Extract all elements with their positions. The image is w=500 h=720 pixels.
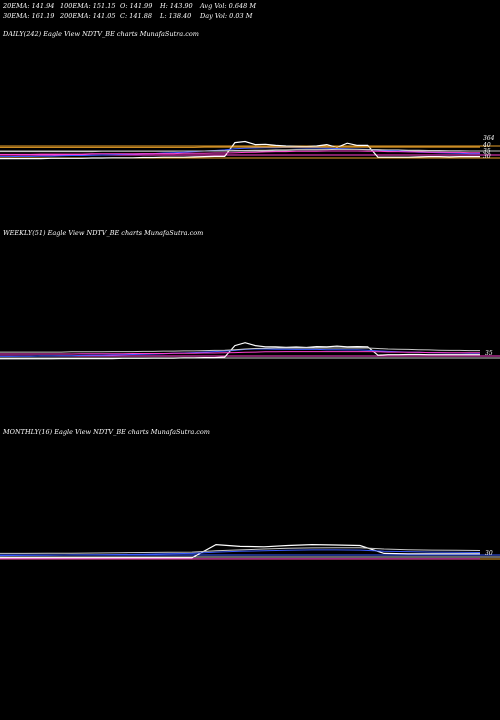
weekly-series-3 (0, 347, 480, 353)
ema30-stat: 30EMA: 161.19 (3, 12, 55, 20)
weekly-price-label-0: 35 (485, 350, 493, 357)
monthly-series-1 (0, 549, 481, 557)
ema100-stat: 100EMA: 151.15 (60, 2, 116, 10)
daily-series-1 (0, 146, 480, 158)
daily-price-label-2: 35 (483, 148, 491, 155)
close-stat: C: 141.88 (120, 12, 152, 20)
weekly-panel: 35 (0, 342, 500, 360)
monthly-series-0 (0, 543, 480, 559)
day-vol-stat: Day Vol: 0.03 M (200, 12, 253, 20)
daily-price-label-0: 364 (483, 135, 495, 142)
daily-series-3 (0, 148, 480, 153)
daily-series-0 (0, 140, 480, 160)
weekly-series-0 (0, 342, 480, 360)
daily-series-2 (0, 150, 480, 155)
high-stat: H: 143.90 (160, 2, 193, 10)
monthly-series-2 (0, 547, 481, 554)
ema200-stat: 200EMA: 141.05 (60, 12, 116, 20)
daily-price-label-1: 40 (482, 142, 491, 149)
weekly-panel-title: WEEKLY(51) Eagle View NDTV_BE charts Mun… (3, 229, 204, 237)
ema20-stat: 20EMA: 141.94 (3, 2, 55, 10)
daily-panel-title: DAILY(242) Eagle View NDTV_BE charts Mun… (3, 30, 199, 38)
open-stat: O: 141.99 (120, 2, 153, 10)
daily-price-label-3: 30 (483, 153, 491, 160)
monthly-price-label-0: 30 (485, 550, 493, 557)
low-stat: L: 138.40 (160, 12, 192, 20)
monthly-panel-title: MONTHLY(16) Eagle View NDTV_BE charts Mu… (3, 428, 210, 436)
avg-vol-stat: Avg Vol: 0.648 M (200, 2, 257, 10)
monthly-panel: 30 (0, 543, 500, 560)
weekly-series-2 (0, 351, 480, 355)
